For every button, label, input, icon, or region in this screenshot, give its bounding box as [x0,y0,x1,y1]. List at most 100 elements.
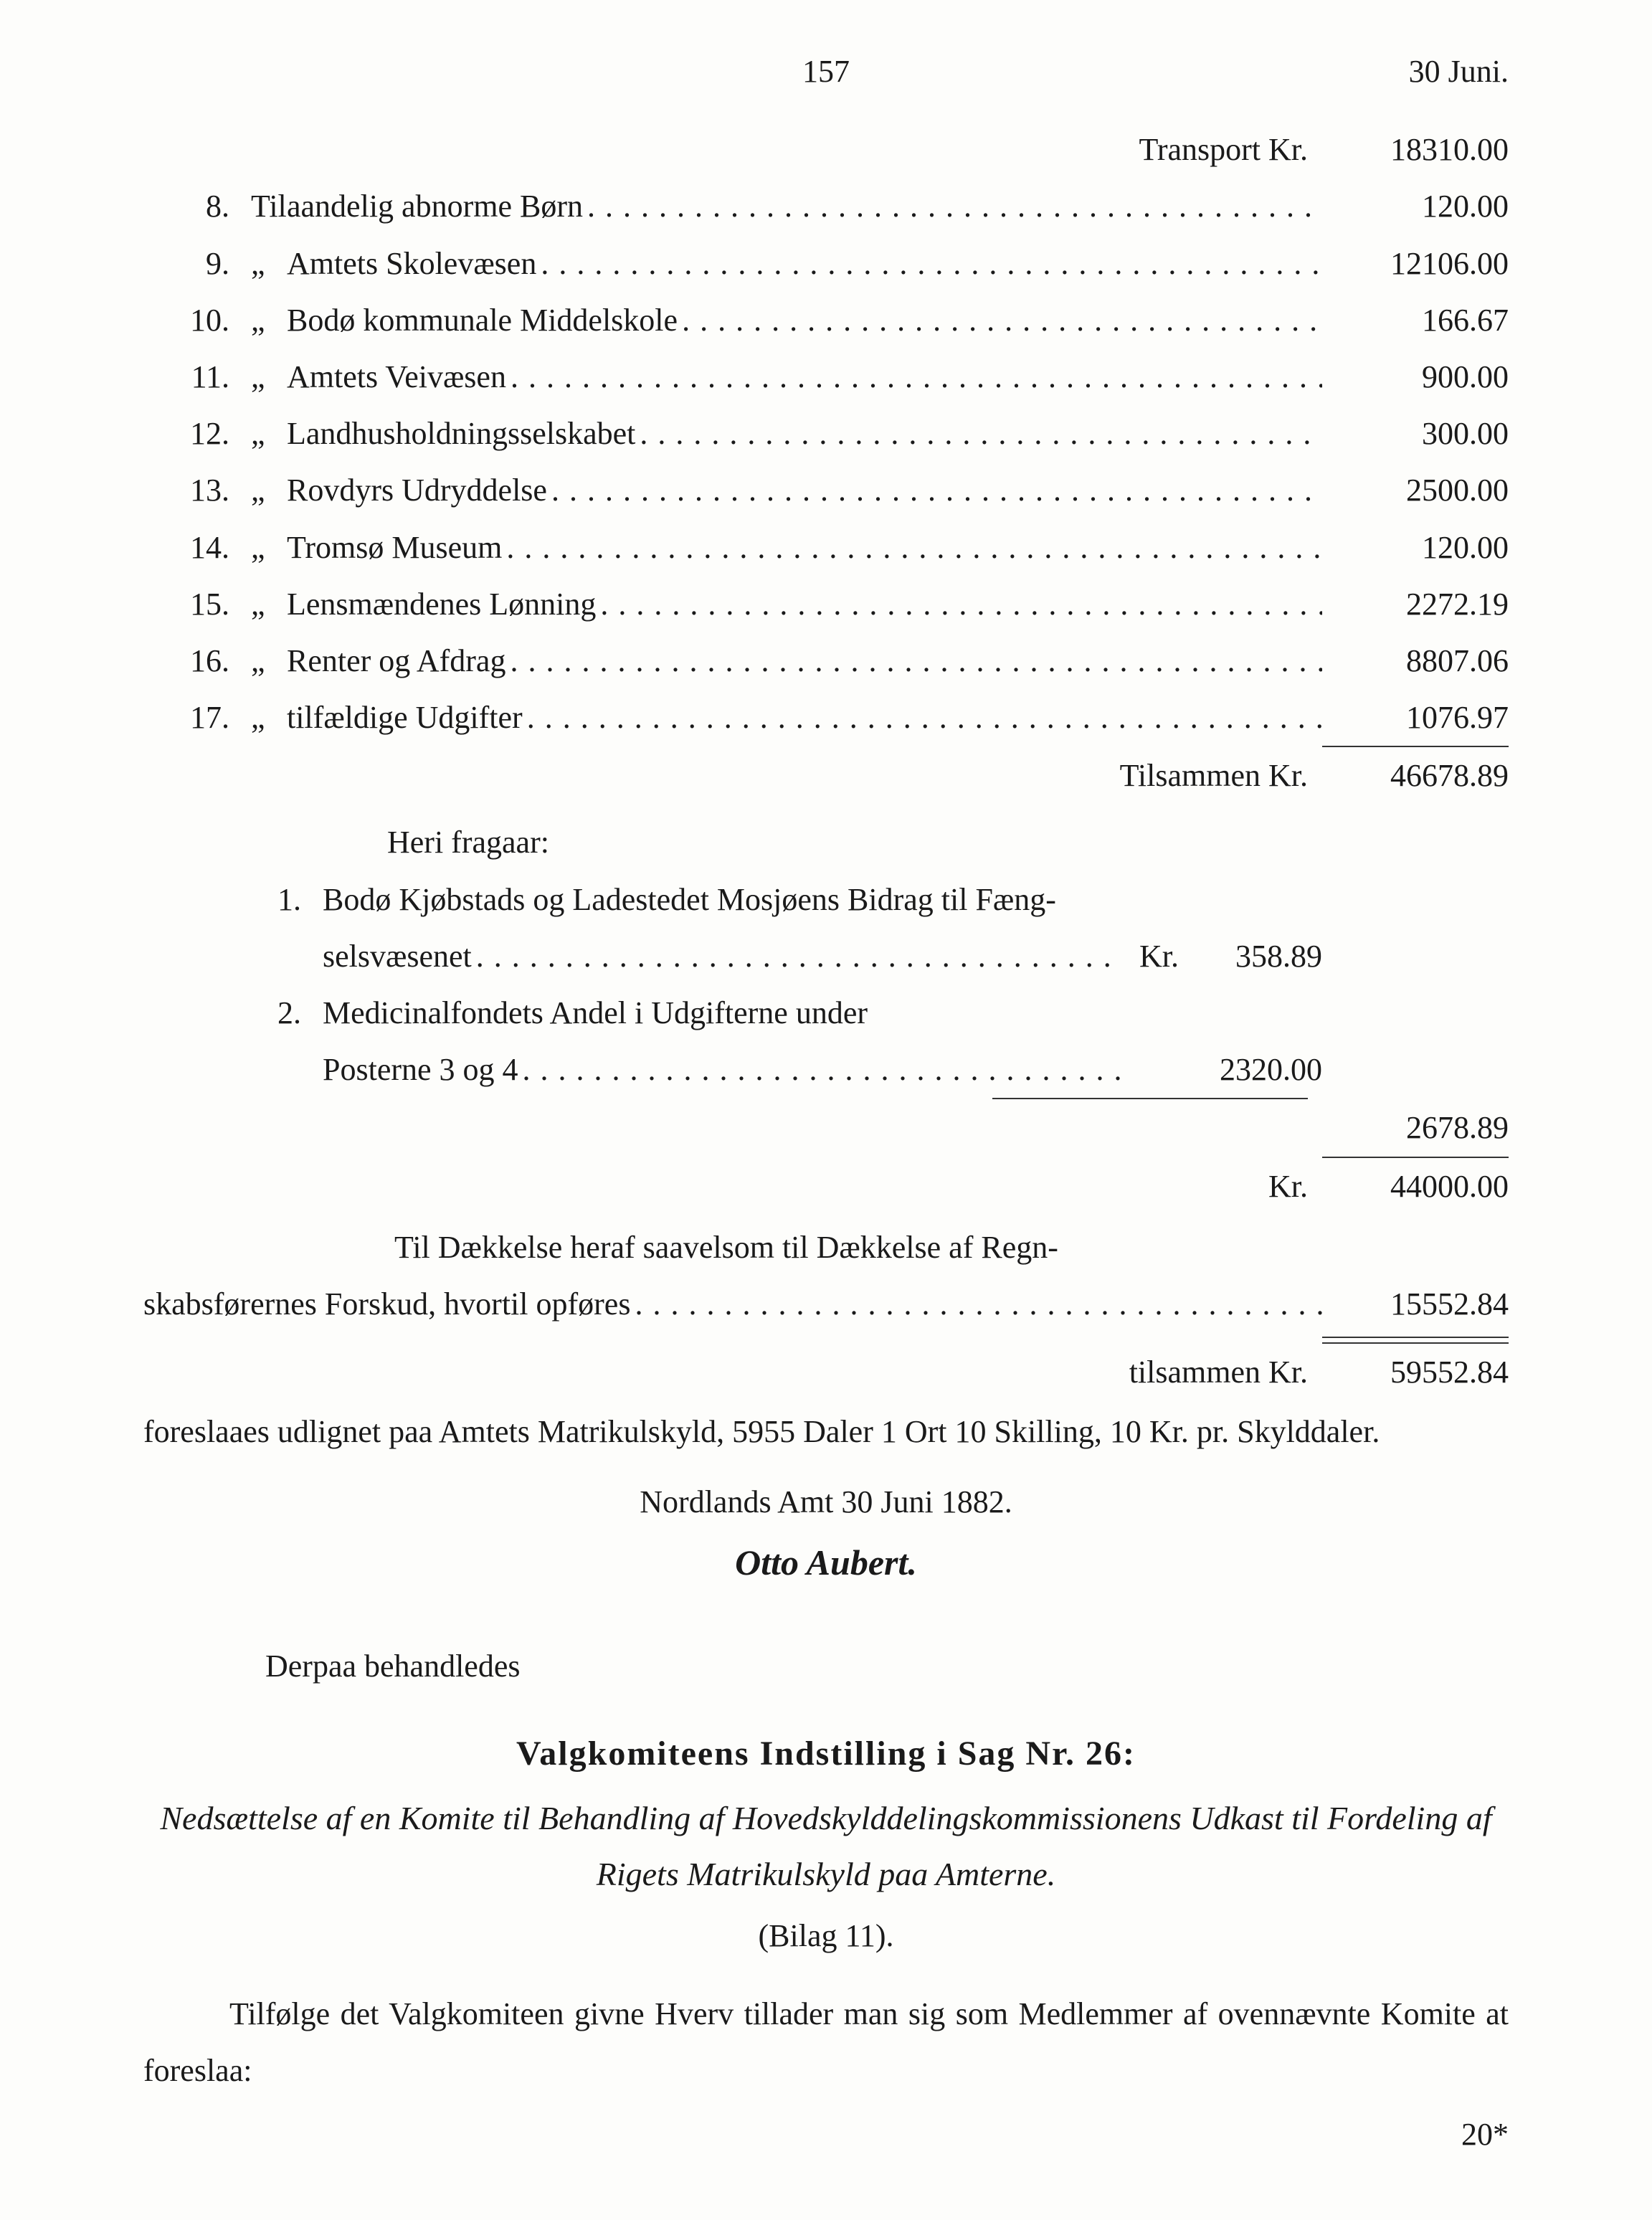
sum2-amount: 59552.84 [1322,1344,1509,1400]
row-label: Amtets Skolevæsen [287,235,536,292]
row-number: 12. [143,405,251,462]
row-amount: 2500.00 [1322,462,1509,518]
row-number: 11. [143,348,251,405]
row-prefix: „ [251,235,287,292]
ded-line2: Posterne 3 og 4 [323,1041,518,1098]
sum1-amount: 46678.89 [1322,747,1509,804]
signature: Otto Aubert. [143,1530,1509,1595]
ded-line1: Bodø Kjøbstads og Ladestedet Mosjøens Bi… [323,871,1056,928]
row-prefix: „ [251,348,287,405]
ledger-row: 9.„Amtets Skolevæsen....................… [143,235,1509,292]
cover-text1: Til Dækkelse heraf saavelsom til Dækkels… [394,1219,1058,1276]
row-number: 17. [143,689,251,746]
deduction-row: 1. Bodø Kjøbstads og Ladestedet Mosjøens… [143,871,1509,928]
page: 157 30 Juni. Transport Kr. 18310.00 8.Ti… [0,0,1652,2220]
ded-line1: Medicinalfondets Andel i Udgifterne unde… [323,985,868,1041]
ledger-row: 11.„Amtets Veivæsen.....................… [143,348,1509,405]
cover-amount: 15552.84 [1322,1276,1509,1332]
leader-dots: ........................................… [518,1041,1121,1098]
leader-dots: ........................................… [583,178,1322,234]
row-label: Renter og Afdrag [287,632,505,689]
row-amount: 12106.00 [1322,235,1509,292]
sum1-label: Tilsammen Kr. [1120,747,1322,804]
row-amount: 2272.19 [1322,576,1509,632]
leader-dots: ........................................… [630,1276,1322,1332]
deduction-row: 2. Medicinalfondets Andel i Udgifterne u… [143,985,1509,1041]
row-number: 16. [143,632,251,689]
tilsammen-1: Tilsammen Kr. 46678.89 [143,747,1509,804]
deduction-row: selsvæsenet ............................… [143,928,1509,985]
item-list: 8.Tilaandelig abnorme Børn..............… [143,178,1509,746]
row-amount: 120.00 [1322,519,1509,576]
place-date: Nordlands Amt 30 Juni 1882. [143,1474,1509,1530]
row-amount: 120.00 [1322,178,1509,234]
ded-amount: 2320.00 [1179,1041,1322,1098]
row-prefix: „ [251,576,287,632]
closing-para: foreslaaes udlignet paa Amtets Matrikuls… [143,1403,1509,1460]
page-date: 30 Juni. [1053,43,1509,100]
page-number: 157 [599,43,1054,100]
transport-label: Transport Kr. [1139,121,1322,178]
leader-dots: ........................................… [635,405,1322,462]
leader-dots: ........................................… [523,689,1322,746]
leader-dots: ........................................… [506,348,1322,405]
row-prefix: „ [251,292,287,348]
leader-dots: ........................................… [472,928,1121,985]
rule-double [1322,1337,1509,1344]
tilsammen-2: tilsammen Kr. 59552.84 [143,1344,1509,1400]
ledger-row: 13.„Rovdyrs Udryddelse..................… [143,462,1509,518]
ded-line2: selsvæsenet [323,928,472,985]
leader-dots: ........................................… [547,462,1322,518]
heri-label: Heri fragaar: [143,814,1509,871]
net-amount: 44000.00 [1322,1158,1509,1215]
row-prefix: „ [251,519,287,576]
leader-dots: ........................................… [596,576,1322,632]
cover-line1: Til Dækkelse heraf saavelsom til Dækkels… [143,1219,1509,1276]
row-prefix: „ [251,462,287,518]
ded-total: 2678.89 [1322,1099,1509,1156]
row-amount: 8807.06 [1322,632,1509,689]
row-label: Bodø kommunale Middelskole [287,292,678,348]
sag-subhead: Nedsættelse af en Komite til Behandling … [143,1790,1509,1902]
ledger-row: 10.„Bodø kommunale Middelskole..........… [143,292,1509,348]
transport-line: Transport Kr. 18310.00 [143,121,1509,178]
row-label: Landhusholdningsselskabet [287,405,635,462]
ledger-row: 16.„Renter og Afdrag....................… [143,632,1509,689]
row-number: 15. [143,576,251,632]
ledger-row: 12.„Landhusholdningsselskabet...........… [143,405,1509,462]
row-label: Lensmændenes Lønning [287,576,596,632]
row-prefix: „ [251,689,287,746]
row-prefix: „ [251,405,287,462]
row-number: 10. [143,292,251,348]
net-prefix: Kr. [1268,1158,1322,1215]
net-line: Kr. 44000.00 [143,1158,1509,1215]
leader-dots: ........................................… [678,292,1322,348]
deduction-total: 2678.89 [143,1099,1509,1156]
transport-amount: 18310.00 [1322,121,1509,178]
ded-num: 2. [251,985,323,1041]
ledger-row: 8.Tilaandelig abnorme Børn..............… [143,178,1509,234]
row-amount: 1076.97 [1322,689,1509,746]
row-label: Rovdyrs Udryddelse [287,462,547,518]
leader-dots: ........................................… [502,519,1322,576]
row-number: 13. [143,462,251,518]
row-label: Amtets Veivæsen [287,348,506,405]
deduction-row: Posterne 3 og 4 ........................… [143,1041,1509,1098]
row-number: 9. [143,235,251,292]
cover-line2: skabsførernes Forskud, hvortil opføres .… [143,1276,1509,1332]
ledger-row: 14.„Tromsø Museum.......................… [143,519,1509,576]
row-label: Tromsø Museum [287,519,502,576]
sag-heading: Valgkomiteens Indstilling i Sag Nr. 26: [143,1723,1509,1785]
leader-dots: ........................................… [505,632,1322,689]
row-label: tilfældige Udgifter [287,689,523,746]
ded-num: 1. [251,871,323,928]
row-number: 14. [143,519,251,576]
row-amount: 900.00 [1322,348,1509,405]
page-foot-mark: 20* [143,2106,1509,2163]
derpaa: Derpaa behandledes [143,1638,1509,1694]
leader-dots: ........................................… [536,235,1322,292]
ledger-row: 15.„Lensmændenes Lønning................… [143,576,1509,632]
body-para: Tilfølge det Valgkomiteen givne Hverv ti… [143,1986,1509,2099]
row-prefix: Til [251,178,287,234]
sum2-label: tilsammen Kr. [1129,1344,1322,1400]
